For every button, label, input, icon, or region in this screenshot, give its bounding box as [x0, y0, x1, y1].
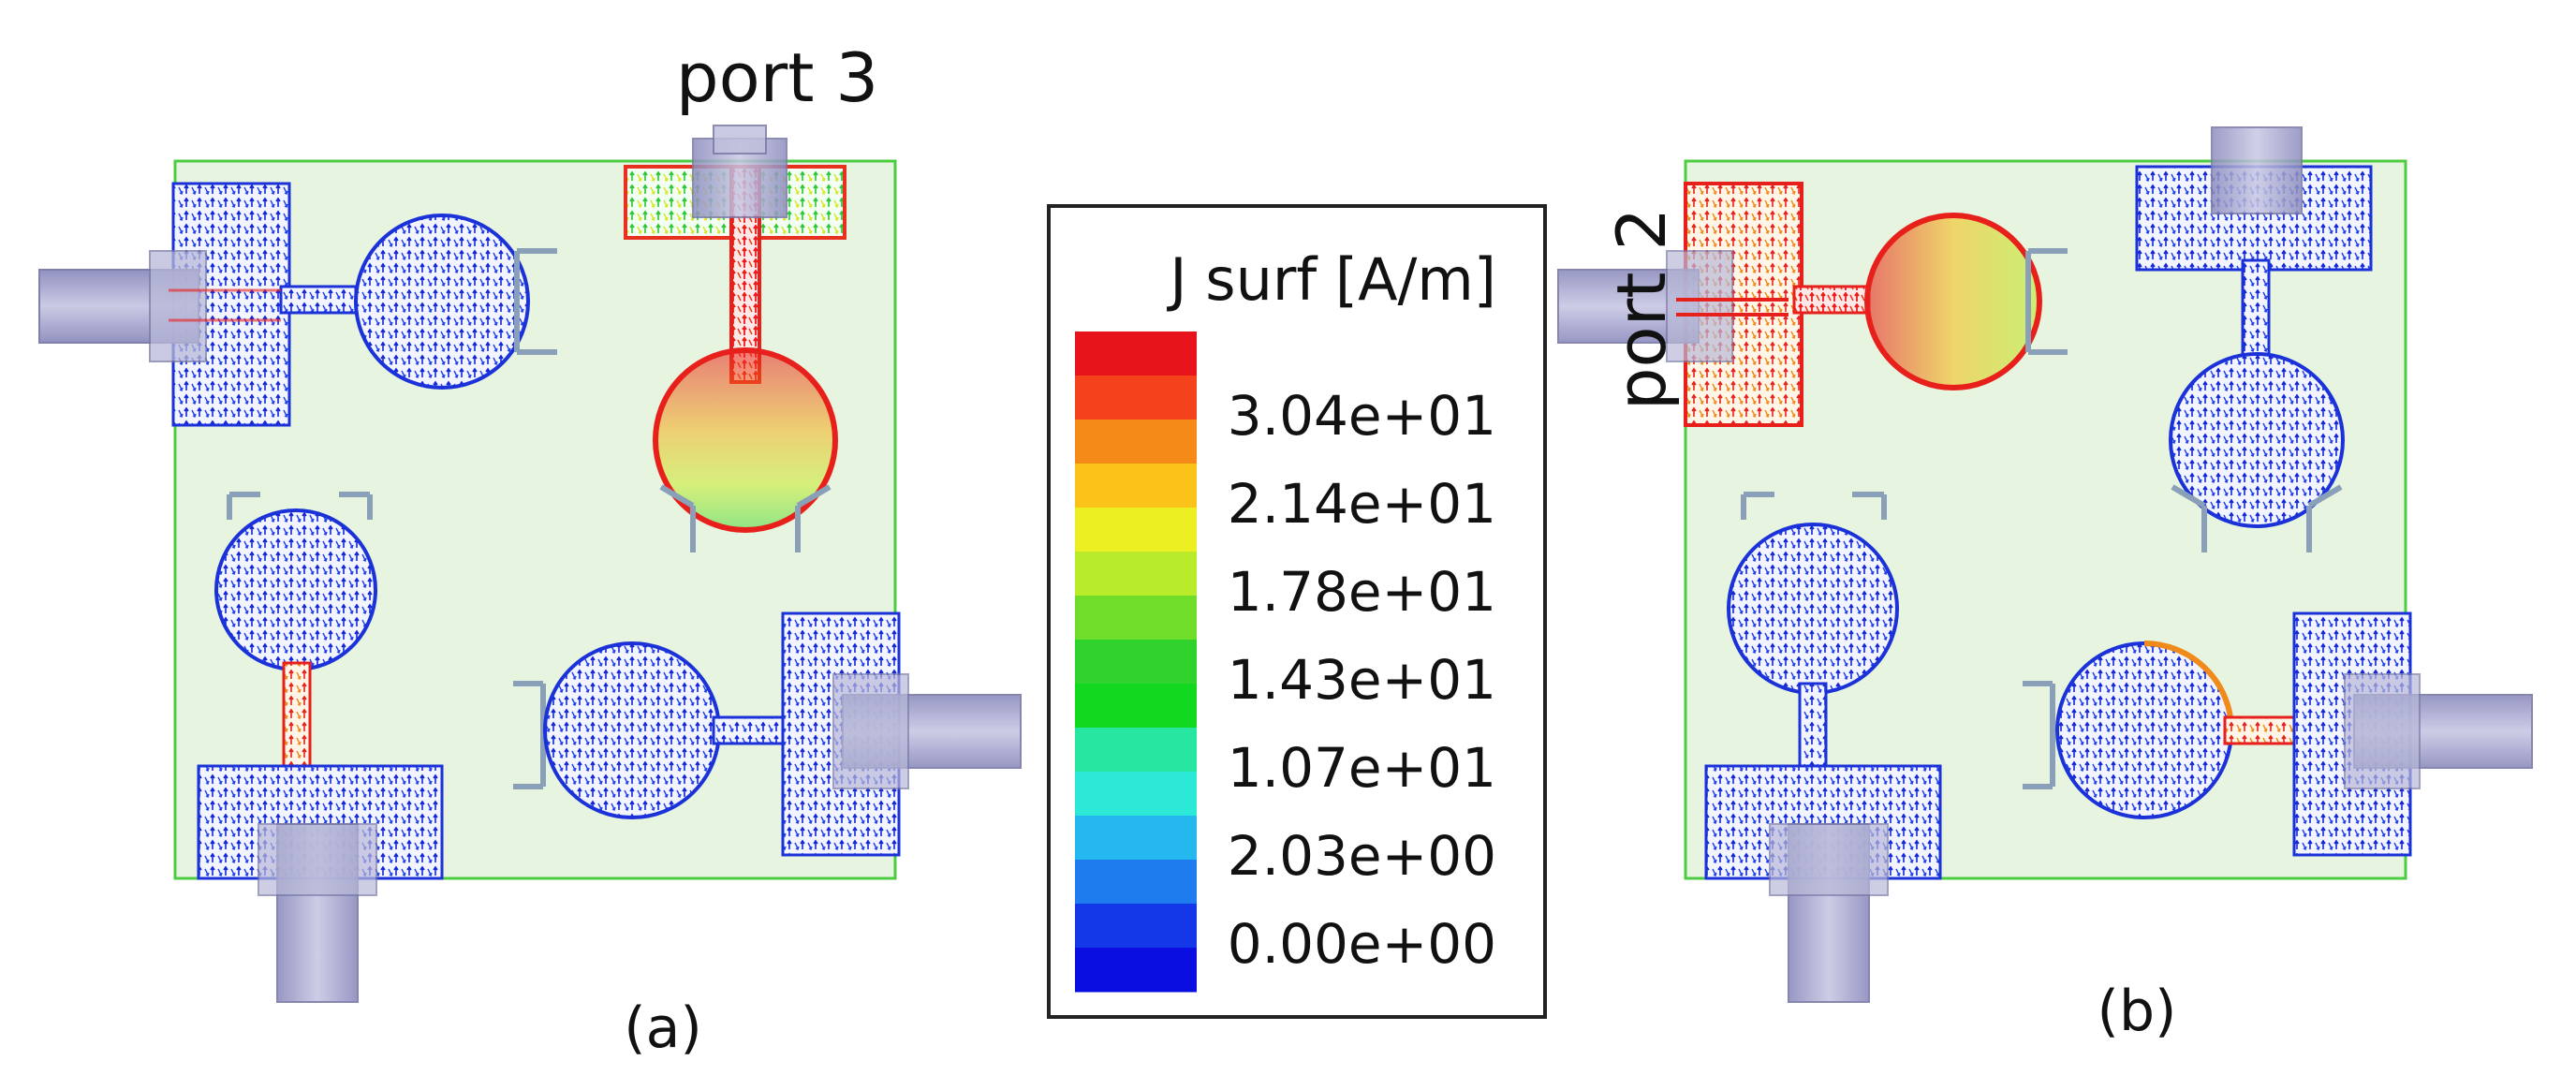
colorbar-swatch — [1075, 420, 1197, 464]
port-label-b: port 2 — [1602, 208, 1681, 410]
port-b-top — [2211, 126, 2303, 214]
colorbar-tick-label: 1.78e+01 — [1228, 560, 1496, 624]
port-a-right — [832, 673, 1022, 789]
colorbar-tick-label: 2.03e+00 — [1228, 824, 1496, 888]
colorbar-swatch — [1075, 331, 1197, 376]
colorbar-swatch — [1075, 860, 1197, 905]
colorbar-tick-label: 1.07e+01 — [1228, 736, 1496, 800]
caption-a: (a) — [624, 995, 702, 1061]
colorbar-swatch — [1075, 904, 1197, 949]
colorbar-swatch — [1075, 508, 1197, 552]
colorbar-swatch — [1075, 464, 1197, 508]
colorbar-tick-label: 3.04e+01 — [1228, 384, 1496, 448]
colorbar-swatch — [1075, 596, 1197, 641]
port-a-bottom — [258, 823, 377, 1003]
colorbar-swatch — [1075, 948, 1197, 993]
colorbar-tick-label: 0.00e+00 — [1228, 912, 1496, 976]
colorbar-swatch — [1075, 728, 1197, 773]
colorbar-tick-label: 1.43e+01 — [1228, 648, 1496, 712]
panel-b: port 2 (b) — [1557, 126, 2533, 1044]
colorbar-swatch — [1075, 816, 1197, 861]
colorbar-swatch — [1075, 552, 1197, 597]
port-b-bottom — [1769, 823, 1889, 1003]
colorbar-swatch — [1075, 684, 1197, 729]
port-b-right — [2344, 673, 2533, 789]
colorbar-ticks: 3.04e+01 2.14e+01 1.78e+01 1.43e+01 1.07e+01… — [1228, 384, 1496, 976]
colorbar-swatch — [1075, 640, 1197, 685]
port-a-left — [38, 250, 281, 362]
colorbar-title: J surf [A/m] — [1166, 245, 1496, 314]
resonator-a-top-left — [171, 182, 557, 427]
colorbar-swatches — [1075, 331, 1197, 993]
colorbar: J surf [A/m] 3.04e+01 2.14e+01 1.78e+01 1.4… — [1047, 204, 1547, 1019]
colorbar-tick-label: 2.14e+01 — [1228, 472, 1496, 536]
colorbar-swatch — [1075, 376, 1197, 420]
colorbar-swatch — [1075, 772, 1197, 817]
port-label-a: port 3 — [676, 38, 878, 117]
resonator-b-top-left — [1684, 182, 2068, 427]
port-b-left — [1557, 250, 1788, 362]
port-a-top — [692, 125, 788, 218]
panel-a: port 3 (a) — [38, 38, 1022, 1061]
caption-b: (b) — [2098, 979, 2177, 1044]
